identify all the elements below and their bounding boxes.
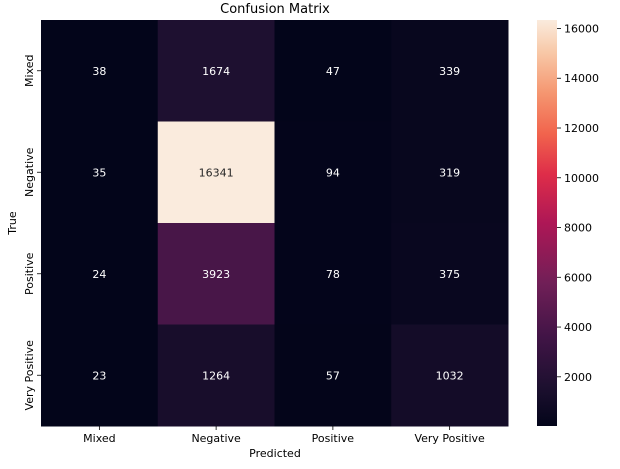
cell-value-label: 47 bbox=[326, 65, 340, 78]
x-tick-label: Negative bbox=[191, 432, 241, 445]
x-tick-label: Mixed bbox=[83, 432, 115, 445]
heatmap-cell bbox=[157, 121, 275, 224]
colorbar-gradient bbox=[537, 20, 557, 426]
cell-value-label: 319 bbox=[439, 166, 460, 179]
cell-value-label: 94 bbox=[326, 166, 340, 179]
heatmap-cell bbox=[274, 20, 392, 122]
heatmap-cells: 38 1674 47 339 35 16341 94 319 24 3923 78 375 23 1264… bbox=[41, 20, 509, 427]
y-tick-label: Mixed bbox=[23, 55, 36, 87]
heatmap-cell bbox=[274, 121, 392, 224]
colorbar-tick-label: 6000 bbox=[564, 271, 592, 284]
y-tick-label: Positive bbox=[23, 252, 36, 295]
y-axis-label: True bbox=[6, 211, 19, 236]
heatmap-cell bbox=[157, 324, 275, 427]
x-axis-ticks: Mixed Negative Positive Very Positive bbox=[83, 426, 485, 445]
heatmap-cell bbox=[391, 324, 509, 427]
heatmap-cell bbox=[41, 121, 159, 224]
cell-value-label: 1674 bbox=[202, 65, 230, 78]
cell-value-label: 24 bbox=[92, 268, 106, 281]
colorbar-tick-label: 4000 bbox=[564, 321, 592, 334]
heatmap-cell bbox=[157, 20, 275, 122]
heatmap-cell bbox=[274, 223, 392, 325]
cell-value-label: 38 bbox=[92, 65, 106, 78]
heatmap-cell bbox=[41, 324, 159, 427]
heatmap-cell bbox=[391, 121, 509, 224]
cell-value-label: 3923 bbox=[202, 268, 230, 281]
y-tick-label: Negative bbox=[23, 147, 36, 197]
x-tick-label: Very Positive bbox=[414, 432, 485, 445]
colorbar-tick-label: 14000 bbox=[564, 72, 599, 85]
cell-value-label: 375 bbox=[439, 268, 460, 281]
heatmap-cell bbox=[391, 20, 509, 122]
colorbar: 2000 4000 6000 8000 10000 12000 14000 16000 bbox=[537, 20, 599, 426]
colorbar-tick-label: 10000 bbox=[564, 172, 599, 185]
heatmap-cell bbox=[391, 223, 509, 325]
x-axis-label: Predicted bbox=[249, 447, 301, 460]
colorbar-tick-label: 2000 bbox=[564, 371, 592, 384]
cell-value-label: 1264 bbox=[202, 369, 230, 382]
y-tick-label: Very Positive bbox=[23, 340, 36, 411]
colorbar-tick-label: 16000 bbox=[564, 22, 599, 35]
heatmap-cell bbox=[41, 20, 159, 122]
colorbar-tick-label: 8000 bbox=[564, 222, 592, 235]
cell-value-label: 1032 bbox=[436, 369, 464, 382]
heatmap-cell bbox=[41, 223, 159, 325]
cell-value-label: 57 bbox=[326, 369, 340, 382]
x-tick-label: Positive bbox=[312, 432, 355, 445]
cell-value-label: 35 bbox=[92, 166, 106, 179]
y-axis-ticks: Mixed Negative Positive Very Positive bbox=[23, 55, 41, 411]
cell-value-label: 16341 bbox=[199, 166, 234, 179]
cell-value-label: 339 bbox=[439, 65, 460, 78]
colorbar-tick-label: 12000 bbox=[564, 122, 599, 135]
heatmap-cell bbox=[274, 324, 392, 427]
cell-value-label: 78 bbox=[326, 268, 340, 281]
chart-title: Confusion Matrix bbox=[220, 2, 330, 17]
heatmap-cell bbox=[157, 223, 275, 325]
cell-value-label: 23 bbox=[92, 369, 106, 382]
